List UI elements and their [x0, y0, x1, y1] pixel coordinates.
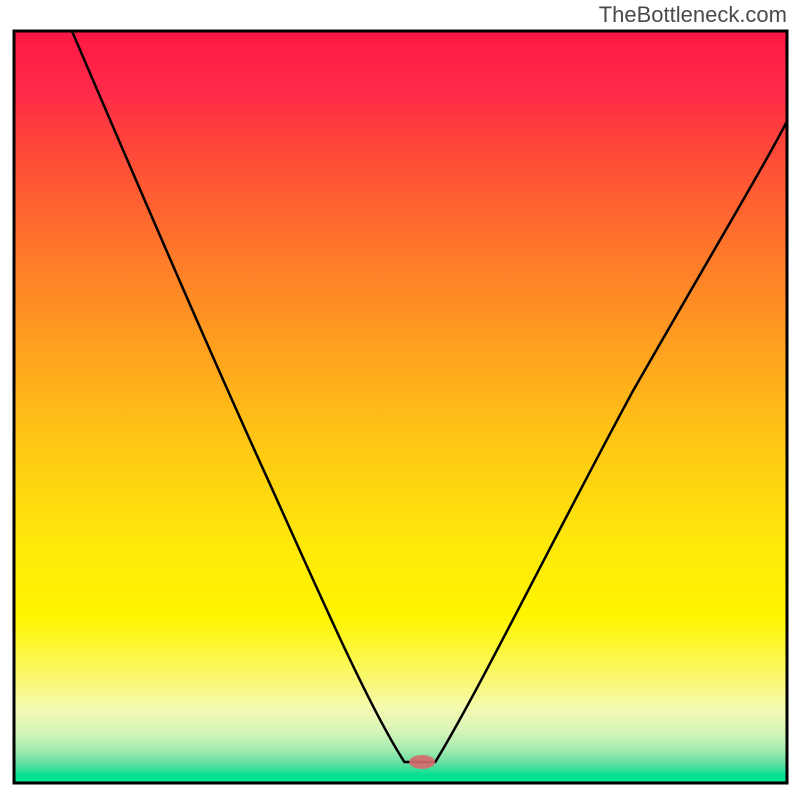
optimal-point-marker: [409, 755, 435, 769]
bottleneck-chart: TheBottleneck.com: [0, 0, 800, 800]
chart-container: TheBottleneck.com: [0, 0, 800, 800]
watermark: TheBottleneck.com: [599, 2, 787, 27]
gradient-background: [14, 31, 787, 783]
plot-area: [14, 31, 787, 783]
